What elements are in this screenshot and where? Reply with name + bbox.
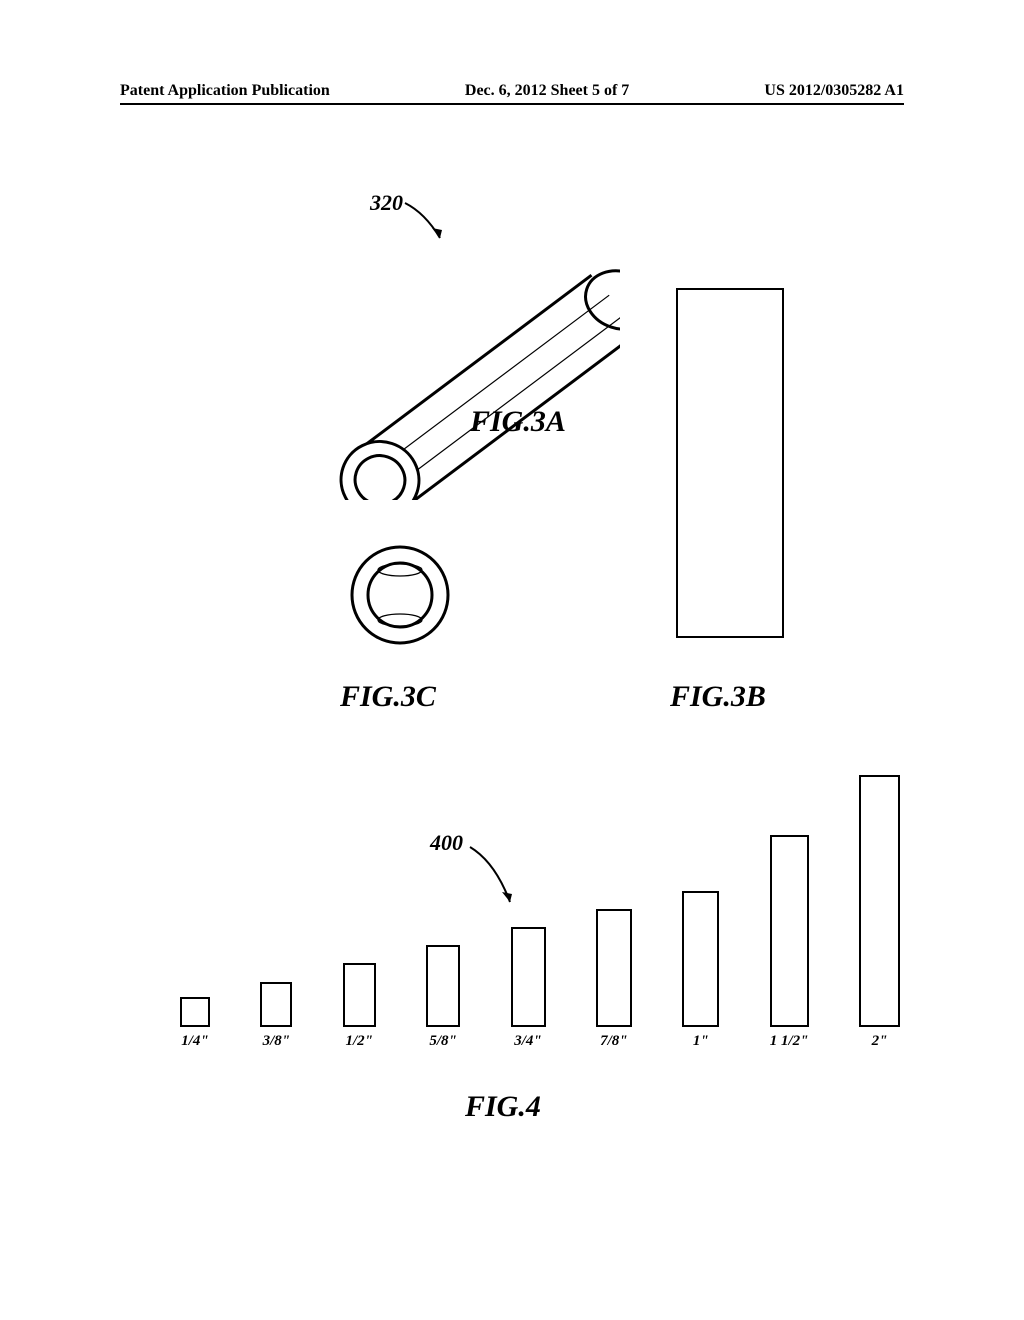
header-left: Patent Application Publication — [120, 82, 330, 100]
fig3a-ref-num: 320 — [370, 190, 403, 216]
fig4-bar-item: 1" — [682, 891, 719, 1050]
fig4-bar-item: 1 1/2" — [770, 835, 809, 1050]
fig3b-rect — [676, 288, 784, 638]
page-header: Patent Application Publication Dec. 6, 2… — [0, 82, 1024, 100]
fig4-bar-label: 1/2" — [346, 1033, 374, 1050]
fig4-bar-item: 3/8" — [260, 982, 292, 1050]
fig4-bar-label: 5/8" — [429, 1033, 457, 1050]
fig4-bar-item: 1/2" — [343, 963, 376, 1050]
fig3a-label: FIG.3A — [470, 405, 566, 439]
content-frame: 320 FIG.3A FIG.3B FIG.3C 400 1/4"3/8"1/2… — [120, 130, 904, 1190]
fig4-bar — [180, 997, 210, 1027]
fig3b-label: FIG.3B — [670, 680, 766, 714]
fig4-bar — [260, 982, 292, 1027]
fig4-bar-item: 3/4" — [511, 927, 546, 1050]
fig4-bar-label: 7/8" — [600, 1033, 628, 1050]
header-rule — [120, 103, 904, 105]
fig4-bar-series: 1/4" 3/8" 1/2" 5/8" 3/4" 7/8" 1" 1 1/2" 2" — [180, 775, 900, 1050]
fig4-bar-item: 7/8" — [596, 909, 632, 1050]
fig4-bar — [682, 891, 719, 1027]
fig4-label: FIG.4 — [465, 1090, 541, 1124]
header-center: Dec. 6, 2012 Sheet 5 of 7 — [465, 82, 629, 100]
fig4-bar-item: 1/4" — [180, 997, 210, 1050]
fig4-bar-item: 5/8" — [426, 945, 460, 1050]
fig4-bar-label: 2" — [872, 1033, 888, 1050]
fig4-bar — [596, 909, 632, 1027]
fig4-bar — [859, 775, 900, 1027]
fig4-bar-label: 1" — [693, 1033, 709, 1050]
fig3c-label: FIG.3C — [340, 680, 436, 714]
fig4-bar — [770, 835, 809, 1027]
fig4-bar — [426, 945, 460, 1027]
fig3c-circle — [330, 530, 470, 660]
fig3a-leader-arrow — [400, 198, 450, 248]
fig4-bar-label: 3/4" — [514, 1033, 542, 1050]
fig4-bar — [511, 927, 546, 1027]
header-right: US 2012/0305282 A1 — [764, 82, 904, 100]
fig4-bar-label: 1 1/2" — [770, 1033, 809, 1050]
fig4-bar-label: 3/8" — [263, 1033, 291, 1050]
fig4-bar-label: 1/4" — [181, 1033, 209, 1050]
fig4-bar — [343, 963, 376, 1027]
fig4-bar-item: 2" — [859, 775, 900, 1050]
